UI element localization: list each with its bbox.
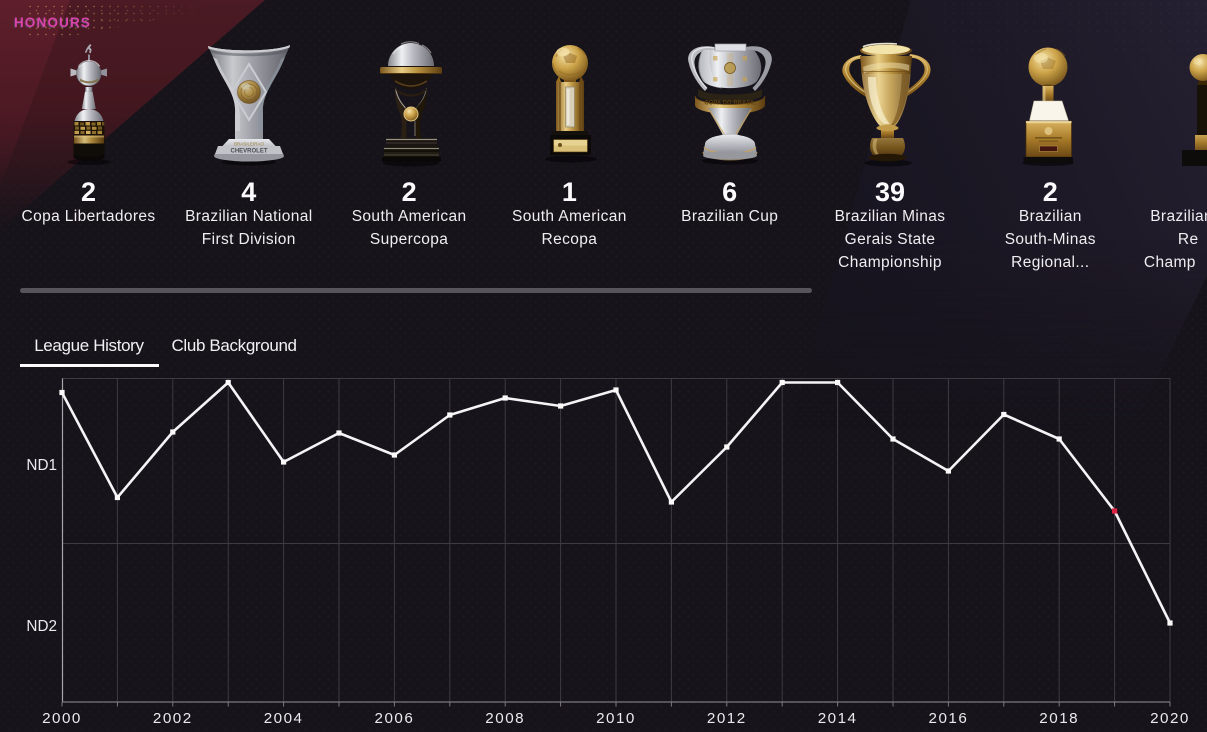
svg-text:2002: 2002: [153, 710, 193, 727]
svg-text:2018: 2018: [1039, 710, 1079, 727]
svg-text:2014: 2014: [818, 710, 858, 727]
svg-text:2016: 2016: [929, 710, 969, 727]
svg-text:ND1: ND1: [26, 457, 57, 474]
svg-text:ND2: ND2: [26, 618, 57, 635]
svg-text:2000: 2000: [42, 710, 82, 727]
svg-text:2004: 2004: [264, 710, 304, 727]
svg-text:2006: 2006: [375, 710, 415, 727]
svg-text:2008: 2008: [485, 710, 525, 727]
svg-text:2012: 2012: [707, 710, 747, 727]
svg-text:2020: 2020: [1150, 710, 1190, 727]
svg-text:BRASILEIRAO: BRASILEIRAO: [234, 142, 265, 147]
svg-text:COPA DO BRASIL: COPA DO BRASIL: [704, 101, 756, 107]
svg-text:CHEVROLET: CHEVROLET: [230, 149, 267, 155]
svg-text:2010: 2010: [596, 710, 636, 727]
